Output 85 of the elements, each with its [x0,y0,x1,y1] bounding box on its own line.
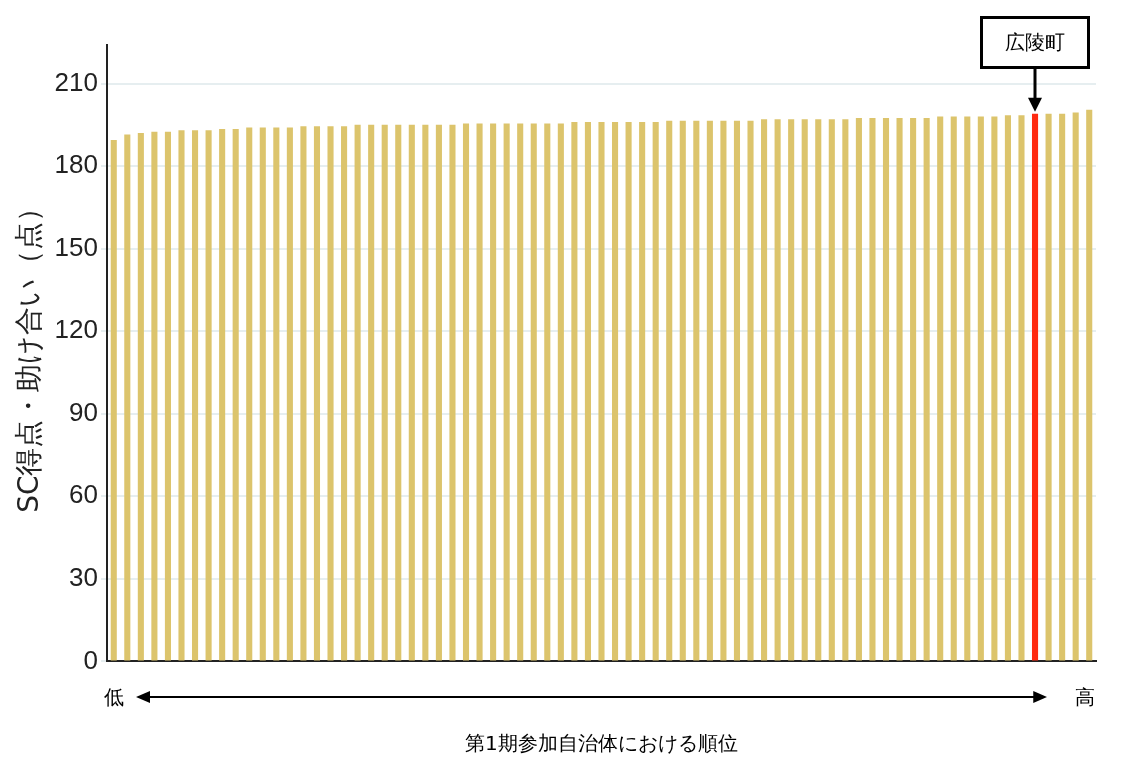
bar [571,122,578,661]
bar [300,126,307,661]
bar [923,117,930,661]
y-tick-label: 210 [54,66,98,97]
bar [530,123,537,661]
bar [815,119,822,661]
bar [110,139,117,661]
bar [761,119,768,661]
bar [733,120,741,661]
bar [625,122,632,661]
bar [192,130,199,661]
bar [557,123,564,661]
bar [706,120,713,661]
bar [855,117,862,661]
bar [259,127,266,661]
bar [652,122,659,661]
bar [828,119,835,661]
bar [124,134,131,661]
bar [747,120,754,661]
bar [720,120,727,661]
bar [801,119,808,661]
bar [273,127,280,661]
bar [882,117,890,661]
bar [164,131,171,661]
bar [476,123,483,661]
bar [693,120,700,661]
y-tick-label: 0 [83,644,98,675]
bar [1045,113,1052,661]
bar [1059,113,1066,661]
bar [639,122,646,661]
bar [611,122,619,661]
text: 低 [103,683,124,711]
y-tick-label: 30 [69,562,98,593]
bar [435,124,442,661]
bar [517,123,524,661]
bar [598,122,605,661]
bar [327,126,334,661]
bar [286,127,293,661]
bar [232,128,239,661]
bar [1086,109,1093,661]
bar [774,119,781,661]
y-tick-label: 120 [54,314,98,345]
bar [151,131,158,661]
bar [1018,115,1025,661]
bar [1004,115,1011,661]
bar [991,116,998,661]
y-tick-label: 90 [69,396,98,427]
bar [219,128,226,661]
bar [503,123,510,661]
bar [246,127,253,661]
annotation: 広陵町 [980,16,1091,69]
bar [869,117,876,661]
bar [408,124,415,661]
bar [977,116,984,661]
bar [679,120,686,661]
bar [910,117,917,661]
bar [368,124,375,661]
y-tick-label: 150 [54,231,98,262]
y-tick-label: 180 [54,149,98,180]
bar [964,116,971,661]
bar [449,124,456,661]
bar [178,130,185,661]
bar [395,124,402,661]
bar [937,116,944,661]
bar [788,119,795,661]
bar [381,124,388,661]
bar [1072,112,1079,661]
bar [354,124,361,661]
bar [462,123,470,661]
bar [205,130,212,661]
x-axis-title: 第1期参加自治体における順位 [464,730,738,757]
y-tick-label: 60 [69,479,98,510]
bar [490,123,497,661]
bar [584,122,591,661]
bar [137,133,144,661]
bar [896,117,903,661]
text: 高 [1075,683,1096,711]
bar [422,124,429,661]
bar [544,123,551,661]
bar [842,119,849,661]
bar [666,120,673,661]
bar [341,126,348,661]
bar [313,126,321,661]
bar [950,116,957,661]
y-axis-title: SC得点・助け合い（点） [12,193,46,513]
